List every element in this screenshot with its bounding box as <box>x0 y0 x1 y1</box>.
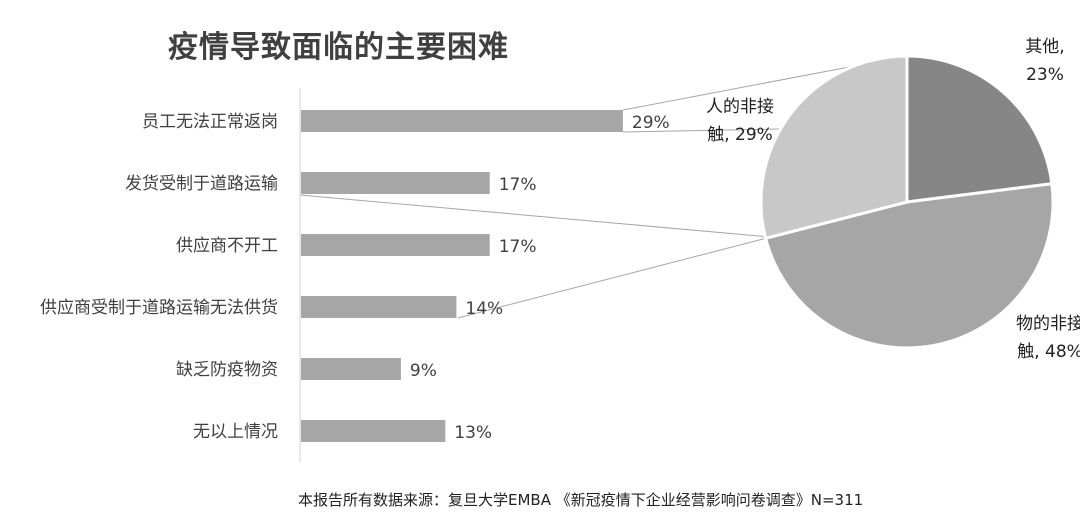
pie-slice-label: 物的非接触, 48% <box>1016 314 1080 362</box>
category-label: 供应商不开工 <box>176 236 278 256</box>
value-label: 13% <box>454 423 492 443</box>
pie-chart: 其他, 23% 物的非接触, 48% 人的非接触, 29% <box>706 37 1080 362</box>
connector-line <box>299 194 771 238</box>
value-label: 29% <box>632 113 670 133</box>
category-label: 发货受制于道路运输 <box>125 174 278 194</box>
pie-slice-label: 其他, 23% <box>1025 37 1064 85</box>
pie-slice <box>763 182 1055 350</box>
bar <box>301 358 401 380</box>
value-label: 17% <box>499 237 537 257</box>
value-label: 14% <box>465 299 503 319</box>
category-label: 无以上情况 <box>193 422 278 442</box>
bar <box>301 234 490 256</box>
connector-line <box>457 237 766 319</box>
bar <box>301 296 457 318</box>
bar-chart: 员工无法正常返岗 29% 发货受制于道路运输 17% 供应商不开工 17% 供应商受制于道路… <box>40 88 670 462</box>
category-label: 供应商受制于道路运输无法供货 <box>40 298 278 318</box>
category-label: 缺乏防疫物资 <box>176 360 278 380</box>
pie-slice-label: 人的非接触, 29% <box>706 97 774 145</box>
source-note: 本报告所有数据来源：复旦大学EMBA 《新冠疫情下企业经营影响问卷调查》N=31… <box>298 491 864 509</box>
value-label: 9% <box>410 361 437 381</box>
category-label: 员工无法正常返岗 <box>142 112 278 132</box>
bar <box>301 172 490 194</box>
bar <box>301 110 623 132</box>
pie-slice <box>905 54 1054 204</box>
value-label: 17% <box>499 175 537 195</box>
chart-title: 疫情导致面临的主要困难 <box>168 30 509 65</box>
bar <box>301 420 446 442</box>
pie-slice <box>759 54 909 241</box>
connector-line <box>622 128 781 133</box>
